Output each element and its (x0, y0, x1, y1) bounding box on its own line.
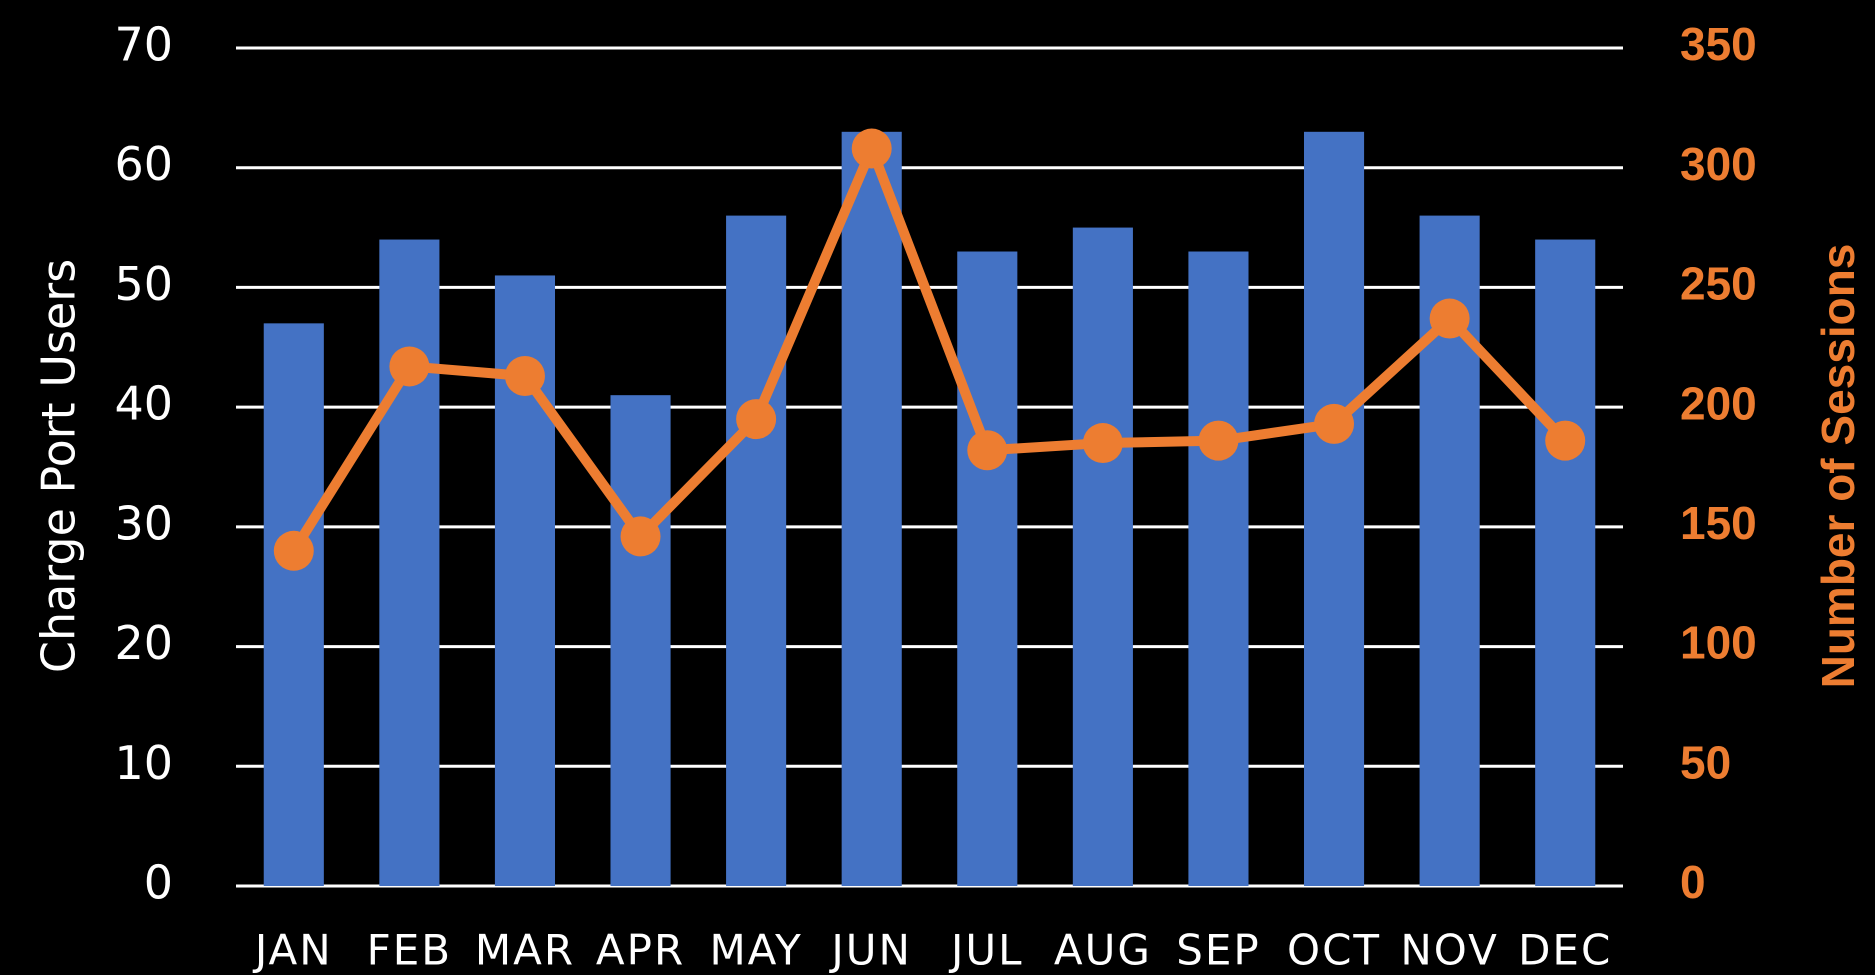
line-marker (620, 516, 661, 557)
x-tick-label: MAR (475, 926, 575, 975)
y-tick-label: 10 (114, 736, 173, 790)
x-tick-label: DEC (1518, 926, 1612, 975)
line-marker (504, 356, 545, 397)
x-tick-label: SEP (1176, 926, 1261, 975)
y2-tick-label: 50 (1680, 736, 1731, 788)
bar (841, 131, 902, 887)
x-tick-label: JUN (828, 926, 912, 975)
x-tick-label: FEB (367, 926, 453, 975)
bar (1188, 251, 1249, 886)
y-tick-label: 50 (114, 257, 173, 311)
line-marker (273, 530, 314, 571)
x-tick-label: APR (596, 926, 685, 975)
y2-tick-label: 200 (1680, 377, 1757, 429)
y2-tick-label: 300 (1680, 138, 1757, 190)
line (289, 143, 1569, 554)
bar (1072, 227, 1133, 887)
bar (1535, 239, 1596, 887)
x-tick-label: NOV (1400, 926, 1498, 975)
y-tick-label: 40 (114, 377, 173, 431)
x-tick-label: OCT (1287, 926, 1381, 975)
y-tick-label: 0 (144, 856, 173, 910)
x-tick-label: MAY (709, 926, 802, 975)
bar (726, 215, 787, 887)
line-marker (389, 346, 430, 387)
bar (263, 323, 324, 886)
x-tick-label: JAN (252, 926, 333, 975)
y-tick-label: 70 (114, 18, 173, 72)
y2-axis-title: Number of Sessions (1812, 244, 1864, 689)
line-marker (1198, 420, 1239, 461)
y-tick-label: 60 (114, 137, 173, 191)
line-marker (967, 430, 1008, 471)
line-marker (1314, 403, 1355, 444)
x-tick-label: AUG (1054, 926, 1152, 975)
bar (610, 395, 671, 886)
line-marker (851, 128, 892, 169)
y2-tick-label: 0 (1680, 856, 1706, 908)
line-marker (1545, 420, 1586, 461)
y2-tick-label: 250 (1680, 258, 1757, 310)
line-marker (1082, 423, 1123, 464)
bar (1303, 131, 1365, 887)
bar (379, 239, 440, 887)
x-tick-label: JUL (948, 926, 1024, 975)
y-tick-label: 30 (114, 496, 173, 550)
y-tick-label: 20 (114, 616, 173, 670)
bar (957, 251, 1018, 886)
line-marker (1429, 298, 1470, 339)
y2-tick-label: 350 (1680, 18, 1757, 70)
y2-tick-label: 150 (1680, 497, 1757, 549)
line-marker (736, 399, 777, 440)
y2-tick-label: 100 (1680, 617, 1757, 669)
y-axis-title: Charge Port Users (32, 259, 86, 673)
